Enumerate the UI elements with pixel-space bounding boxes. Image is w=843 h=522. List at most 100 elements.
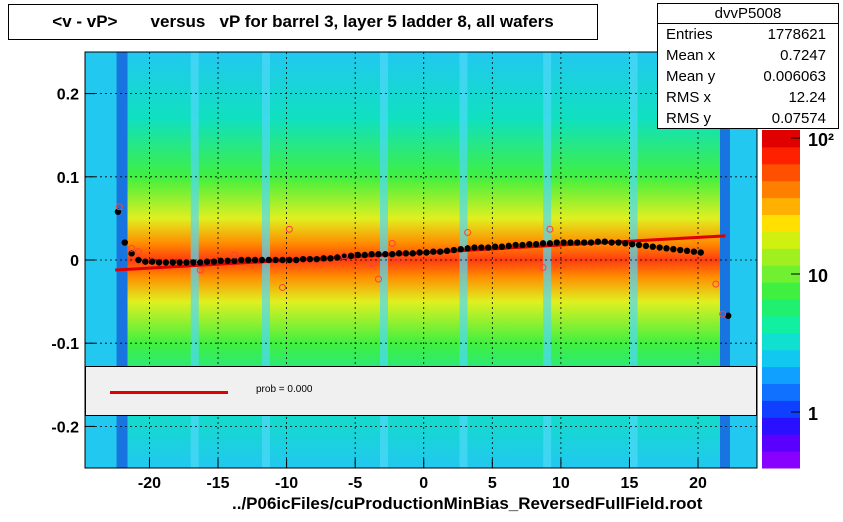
- stats-value: 0.7247: [780, 47, 826, 64]
- profile-point: [683, 247, 691, 255]
- x-tick-label: -10: [275, 475, 298, 492]
- palette-segment: [762, 180, 800, 199]
- profile-point: [437, 248, 444, 255]
- profile-point: [560, 239, 567, 246]
- fit-legend-line: [110, 391, 228, 394]
- stats-row: RMS y 0.07574: [658, 108, 838, 129]
- profile-point: [238, 256, 245, 264]
- profile-point: [265, 256, 272, 264]
- stats-key: RMS y: [666, 110, 711, 127]
- y-tick-label: -0.1: [51, 336, 79, 353]
- profile-point: [677, 246, 684, 254]
- stats-key: Mean x: [666, 47, 716, 64]
- profile-point: [587, 239, 595, 246]
- profile-point: [155, 259, 163, 266]
- profile-point: [258, 256, 266, 264]
- x-tick-label: 10: [552, 475, 570, 492]
- stats-key: RMS x: [666, 89, 711, 106]
- palette-segment: [762, 163, 800, 182]
- outlier-point: [546, 225, 554, 233]
- profile-point: [382, 250, 389, 258]
- outlier-point: [464, 229, 472, 237]
- x-tick-label: 5: [488, 475, 497, 492]
- heatmap-edge-column: [116, 52, 129, 468]
- profile-point: [725, 312, 732, 319]
- profile-point: [203, 258, 211, 265]
- outlier-point: [340, 252, 348, 260]
- profile-point: [471, 244, 478, 251]
- y-tick-label: 0: [70, 253, 79, 270]
- y-tick-label: 0.1: [57, 170, 79, 187]
- profile-point: [553, 239, 560, 246]
- palette-segment: [762, 231, 800, 249]
- profile-point: [395, 250, 403, 257]
- profile-point: [162, 259, 170, 266]
- outlier-point: [395, 256, 403, 264]
- profile-point: [423, 249, 430, 256]
- profile-point: [142, 258, 149, 265]
- outlier-point: [134, 248, 142, 256]
- profile-point: [608, 239, 615, 246]
- profile-point: [409, 250, 416, 257]
- outlier-point: [374, 275, 382, 283]
- profile-point: [450, 246, 458, 254]
- profile-point: [361, 251, 368, 259]
- profile-point: [416, 249, 423, 256]
- x-tick-label: -15: [206, 475, 229, 492]
- profile-point: [629, 240, 636, 248]
- profile-point: [231, 257, 238, 265]
- stats-key: Entries: [666, 26, 713, 43]
- palette-segment: [762, 332, 800, 351]
- profile-point: [539, 240, 547, 247]
- y-tick-label: -0.2: [51, 419, 79, 436]
- profile-point: [567, 239, 574, 246]
- profile-point: [169, 259, 176, 266]
- profile-point: [485, 244, 492, 251]
- palette-tick-label: 10: [808, 266, 828, 286]
- profile-point: [293, 256, 300, 264]
- profile-point: [505, 242, 512, 250]
- profile-point: [375, 250, 382, 258]
- profile-point: [306, 255, 314, 263]
- profile-point: [526, 240, 533, 248]
- profile-point: [121, 239, 128, 246]
- outlier-point: [230, 251, 238, 259]
- x-tick-label: 0: [419, 475, 428, 492]
- stats-row: Mean y 0.006063: [658, 66, 838, 87]
- profile-point: [183, 259, 190, 266]
- profile-point: [190, 259, 197, 266]
- profile-point: [656, 244, 663, 251]
- heatmap-dead-strip: [543, 52, 552, 468]
- outlier-point: [285, 225, 293, 233]
- profile-point: [279, 256, 286, 264]
- palette-segment: [762, 315, 800, 334]
- outlier-points: [115, 203, 727, 318]
- outlier-point: [115, 203, 123, 211]
- profile-point: [368, 250, 375, 258]
- profile-point: [402, 250, 410, 257]
- profile-point: [670, 245, 677, 253]
- profile-point: [217, 257, 224, 265]
- profile-point: [224, 257, 231, 265]
- color-palette: 1 10 10²: [762, 130, 834, 469]
- profile-point: [594, 238, 602, 245]
- fit-legend-box: prob = 0.000: [85, 366, 757, 416]
- profile-point: [313, 255, 320, 263]
- profile-point: [478, 244, 485, 251]
- profile-point: [546, 240, 554, 247]
- stats-value: 0.07574: [771, 110, 826, 127]
- x-tick-label: -20: [138, 475, 161, 492]
- outlier-point: [278, 283, 286, 291]
- palette-segment: [762, 400, 800, 418]
- fit-legend-text: prob = 0.000: [256, 384, 313, 395]
- palette-segment: [762, 214, 800, 232]
- palette-segment: [762, 248, 800, 266]
- axes: -20 -15 -10 -5 0 5 10 15 20 -0.2 -0.1 0 0.1 0.2: [51, 87, 707, 492]
- outlier-point: [712, 280, 720, 288]
- profile-point: [464, 245, 471, 252]
- profile-point: [615, 239, 622, 246]
- stats-value: 0.006063: [763, 68, 826, 85]
- profile-point: [498, 243, 506, 250]
- profile-point: [347, 252, 355, 260]
- palette-segment: [762, 451, 800, 469]
